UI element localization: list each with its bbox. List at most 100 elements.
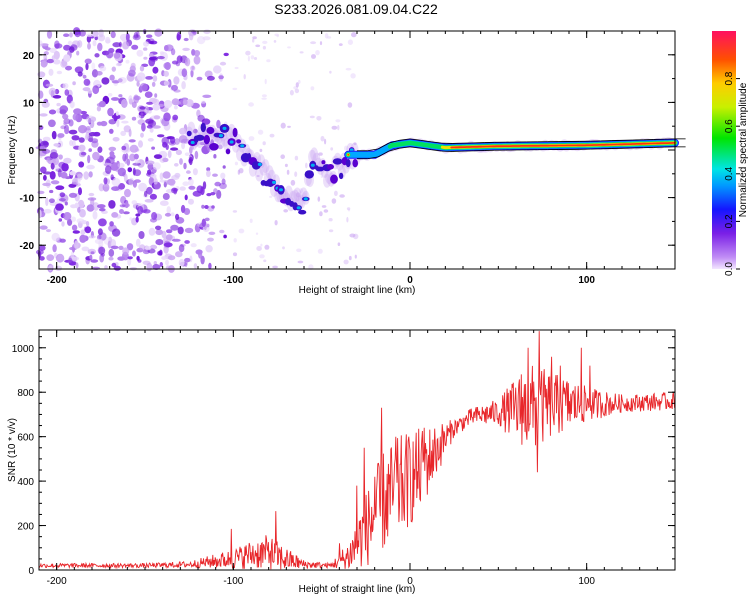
noise-blob (353, 142, 357, 146)
ridge-band (347, 141, 676, 156)
noise-blob (117, 78, 123, 83)
noise-blob (162, 171, 171, 179)
noise-blob (46, 229, 51, 233)
noise-blob (147, 138, 154, 142)
noise-blob (170, 224, 179, 231)
noise-blob (152, 104, 161, 111)
noise-blob (155, 225, 162, 230)
noise-blob (345, 67, 352, 71)
noise-blob (162, 157, 169, 163)
noise-blob (149, 193, 157, 200)
ridge-halo (261, 159, 270, 174)
noise-blob (344, 145, 349, 151)
noise-blob (78, 29, 86, 37)
noise-blob (319, 211, 323, 217)
noise-blob (280, 154, 286, 159)
noise-blob (196, 76, 203, 81)
noise-blob (78, 137, 85, 143)
noise-blob (70, 251, 75, 259)
noise-blob (179, 127, 187, 135)
noise-blob (44, 47, 51, 51)
noise-blob (115, 111, 119, 116)
noise-blob (174, 138, 180, 145)
noise-blob (128, 95, 133, 103)
noise-blob (269, 195, 273, 198)
noise-blob (103, 177, 108, 185)
ridge-edge (399, 138, 411, 141)
noise-blob (232, 252, 238, 257)
noise-blob (351, 32, 357, 38)
noise-blob (256, 175, 260, 177)
noise-blob (111, 97, 120, 101)
noise-blob (149, 244, 158, 250)
noise-blob (92, 40, 97, 47)
noise-blob (208, 262, 212, 270)
x-tick-label: 100 (578, 576, 595, 587)
ridge-edge (409, 138, 421, 141)
noise-blob (131, 116, 137, 121)
noise-blob (274, 220, 278, 226)
noise-blob (157, 251, 163, 256)
noise-blob (202, 94, 212, 99)
noise-blob (115, 62, 122, 67)
noise-blob (85, 63, 89, 71)
noise-blob (92, 85, 100, 95)
ridge-blob-core (303, 197, 308, 201)
noise-blob (40, 60, 48, 68)
spectrogram-xlabel: Height of straight line (km) (299, 285, 416, 296)
noise-blob (68, 119, 74, 127)
noise-blob (119, 209, 124, 214)
noise-blob (203, 29, 211, 35)
noise-blob (74, 66, 84, 74)
noise-blob (183, 37, 189, 42)
noise-blob (53, 59, 61, 65)
noise-blob (182, 181, 190, 186)
noise-blob (88, 192, 95, 197)
noise-blob (109, 128, 114, 134)
noise-blob (324, 33, 329, 39)
ridge-edge (420, 147, 432, 151)
noise-blob (121, 99, 128, 108)
noise-blob (328, 218, 333, 222)
noise-blob (48, 119, 56, 128)
noise-blob (184, 194, 188, 201)
noise-blob (193, 50, 201, 57)
y-tick-label: -10 (20, 194, 35, 205)
noise-blob (98, 246, 106, 255)
ridge-blob-core (219, 134, 223, 138)
noise-blob (175, 149, 182, 156)
noise-blob (152, 66, 159, 74)
noise-blob (184, 257, 191, 263)
noise-blob (321, 205, 327, 208)
noise-blob (107, 107, 114, 117)
noise-blob (183, 162, 187, 170)
noise-blob (56, 143, 61, 149)
noise-blob (201, 100, 206, 104)
noise-blob (174, 100, 181, 106)
noise-blob (117, 167, 127, 177)
noise-blob (98, 28, 104, 38)
noise-blob (46, 58, 54, 64)
noise-blob (139, 106, 146, 110)
noise-blob (132, 162, 141, 166)
noise-blob (51, 130, 57, 140)
ridge-edge (378, 142, 389, 150)
noise-blob (146, 34, 153, 38)
noise-blob (46, 30, 53, 39)
noise-blob (68, 192, 78, 198)
spectrogram-content (35, 27, 686, 273)
noise-blob (63, 157, 72, 164)
noise-blob (93, 131, 101, 137)
noise-blob (255, 232, 259, 235)
noise-blob (185, 99, 194, 108)
noise-blob (137, 205, 144, 215)
noise-blob (48, 198, 55, 203)
noise-blob (188, 178, 194, 186)
noise-blob (90, 259, 99, 263)
noise-blob (287, 125, 291, 128)
noise-blob (150, 218, 157, 223)
noise-blob (137, 72, 146, 82)
noise-blob (59, 105, 69, 114)
noise-blob (155, 239, 164, 246)
